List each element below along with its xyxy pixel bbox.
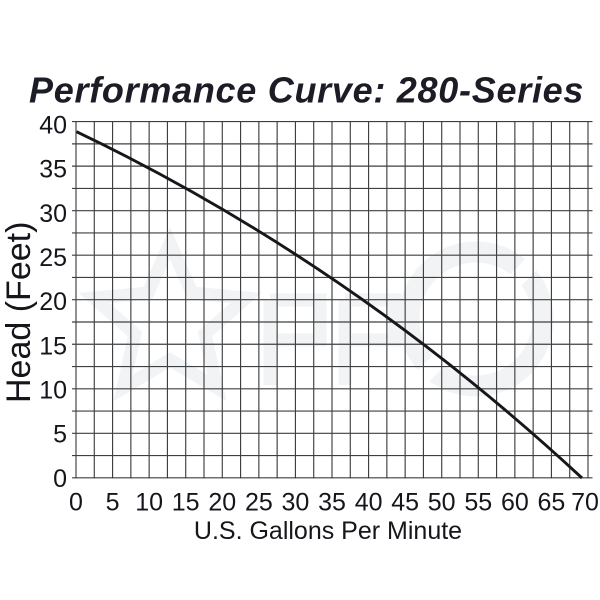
svg-text:U.S. Gallons Per Minute: U.S. Gallons Per Minute: [194, 517, 462, 545]
svg-text:30: 30: [281, 489, 309, 517]
svg-text:10: 10: [135, 489, 163, 517]
svg-text:10: 10: [39, 377, 67, 405]
svg-text:30: 30: [39, 200, 67, 228]
svg-text:35: 35: [39, 156, 67, 184]
svg-text:70: 70: [571, 489, 599, 517]
svg-text:5: 5: [53, 421, 67, 449]
svg-text:5: 5: [106, 489, 120, 517]
svg-text:0: 0: [69, 489, 83, 517]
svg-text:45: 45: [391, 489, 419, 517]
svg-text:15: 15: [172, 489, 200, 517]
svg-text:Head (Feet): Head (Feet): [0, 222, 38, 403]
svg-text:40: 40: [355, 489, 383, 517]
svg-text:40: 40: [39, 111, 67, 139]
svg-text:0: 0: [53, 465, 67, 493]
svg-text:65: 65: [537, 489, 565, 517]
svg-text:Performance Curve: 280-Series: Performance Curve: 280-Series: [29, 70, 584, 111]
svg-text:20: 20: [39, 288, 67, 316]
svg-text:50: 50: [428, 489, 456, 517]
svg-text:20: 20: [208, 489, 236, 517]
svg-text:25: 25: [245, 489, 273, 517]
svg-text:35: 35: [318, 489, 346, 517]
svg-text:60: 60: [501, 489, 529, 517]
svg-text:55: 55: [464, 489, 492, 517]
svg-text:15: 15: [39, 332, 67, 360]
svg-text:25: 25: [39, 244, 67, 272]
